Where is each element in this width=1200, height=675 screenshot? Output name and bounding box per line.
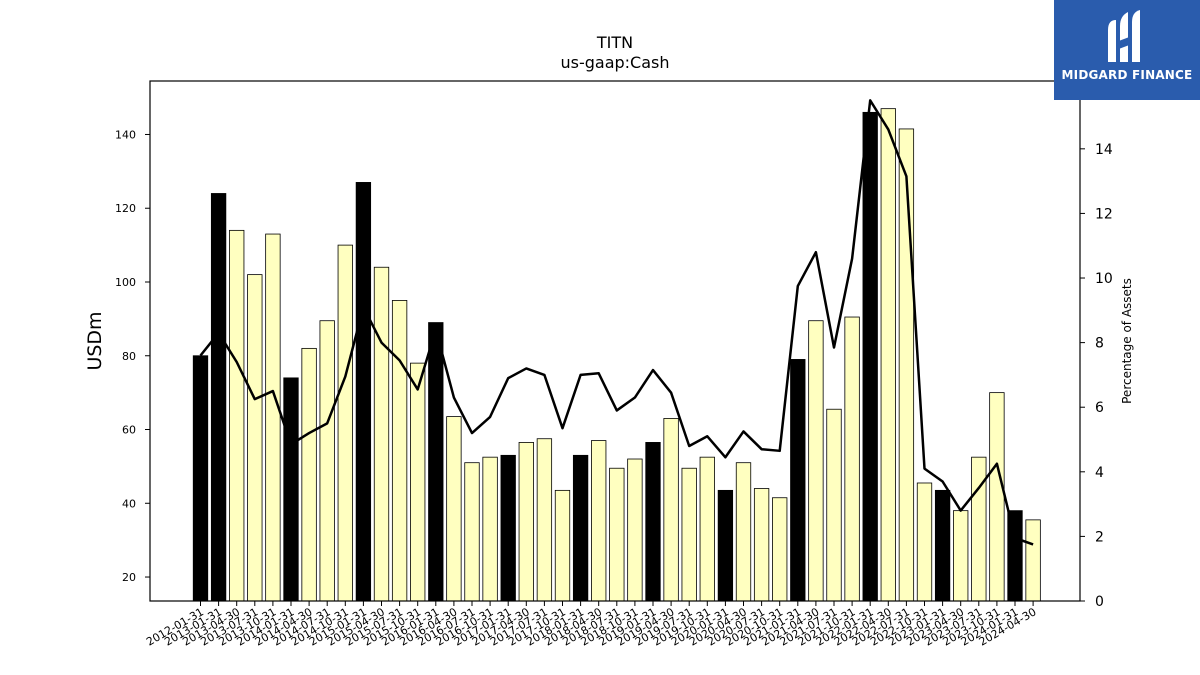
bar-2014-04-30 [301,347,317,602]
bar-2022-01-31 [862,111,878,602]
y-tick-label: 140 [115,128,136,141]
logo-text: MIDGARD FINANCE [1061,68,1193,82]
plot-frame [149,80,1081,602]
x-axis: 2012-01-312013-01-312013-04-302013-07-31… [144,601,1039,649]
y-tick-label: 80 [122,350,136,363]
bar-2014-07-31 [319,320,335,602]
bar-2023-04-30 [953,510,969,602]
percentage-line [199,99,1034,546]
bar-2016-01-31 [428,322,444,602]
bar-2021-01-31 [790,359,806,602]
bar-2022-07-31 [898,128,915,602]
y-tick-label: 120 [115,202,136,215]
y-axis-label: USDm [84,311,106,370]
bar-2019-01-31 [645,442,661,602]
bar-2018-04-30 [591,440,607,602]
bar-2014-01-31 [283,377,299,602]
y2-tick-label: 8 [1095,336,1104,352]
y-axis-right: 0 2 4 6 8 10 12 14 [1080,142,1113,610]
bar-2020-07-31 [753,488,770,602]
chart-subtitle: us-gaap:Cash [560,53,669,72]
y2-tick-label: 14 [1095,142,1113,158]
bar-2015-04-30 [373,266,390,602]
line-group [199,99,1034,546]
bar-2017-04-30 [518,442,534,602]
bar-2024-04-30 [1025,519,1041,602]
bar-2013-04-30 [229,229,245,602]
bar-2015-01-31 [355,182,372,602]
bar-2016-10-31 [482,456,498,602]
bar-2022-10-31 [916,482,933,602]
bar-2013-10-31 [265,233,281,602]
bars-group [192,108,1041,602]
y2-tick-label: 0 [1095,594,1104,610]
brand-logo: MIDGARD FINANCE [1054,0,1200,100]
bar-2022-04-30 [880,108,896,602]
bar-2019-07-31 [681,467,697,602]
bar-2020-10-31 [772,497,788,602]
bar-2023-01-31 [934,489,951,602]
y2-axis-label: Percentage of Assets [1120,278,1134,404]
y-tick-label: 100 [115,276,136,289]
bar-2018-10-31 [627,458,643,602]
bar-2018-07-31 [609,467,625,602]
bar-2019-04-30 [663,418,679,602]
y2-tick-label: 4 [1095,465,1104,481]
bar-2015-07-31 [391,300,408,602]
y-tick-label: 20 [122,571,136,584]
bar-2020-04-30 [735,462,752,602]
bar-2023-07-31 [971,456,987,602]
bar-2017-10-31 [554,489,571,602]
bar-2014-10-31 [337,244,353,602]
bar-2021-10-31 [844,316,860,602]
chart-title: TITN [596,33,633,52]
y2-tick-label: 10 [1095,271,1113,287]
bar-2017-01-31 [500,454,516,602]
y-axis-left: 20 40 60 80 100 120 140 [115,128,150,584]
bar-2013-01-31 [210,193,227,602]
bar-2013-07-31 [247,274,263,602]
y2-tick-label: 6 [1095,400,1104,416]
bar-2024-01-31 [1007,510,1023,602]
y-tick-label: 60 [122,424,136,437]
bar-2016-07-31 [464,462,480,602]
bar-2018-01-31 [572,454,589,602]
bar-2021-04-30 [808,320,824,602]
bar-2020-01-31 [717,489,734,602]
bar-2016-04-30 [446,416,462,602]
bar-2012-01-31 [192,355,209,602]
y2-tick-label: 12 [1095,206,1113,222]
bar-2015-10-31 [410,362,426,602]
y-tick-label: 40 [122,497,136,510]
bar-2017-07-31 [536,438,553,602]
bar-2021-07-31 [826,408,842,602]
y2-tick-label: 2 [1095,529,1104,545]
midgard-logo-icon [1108,10,1140,62]
bar-2023-10-31 [989,392,1005,602]
bar-2019-10-31 [699,456,715,602]
